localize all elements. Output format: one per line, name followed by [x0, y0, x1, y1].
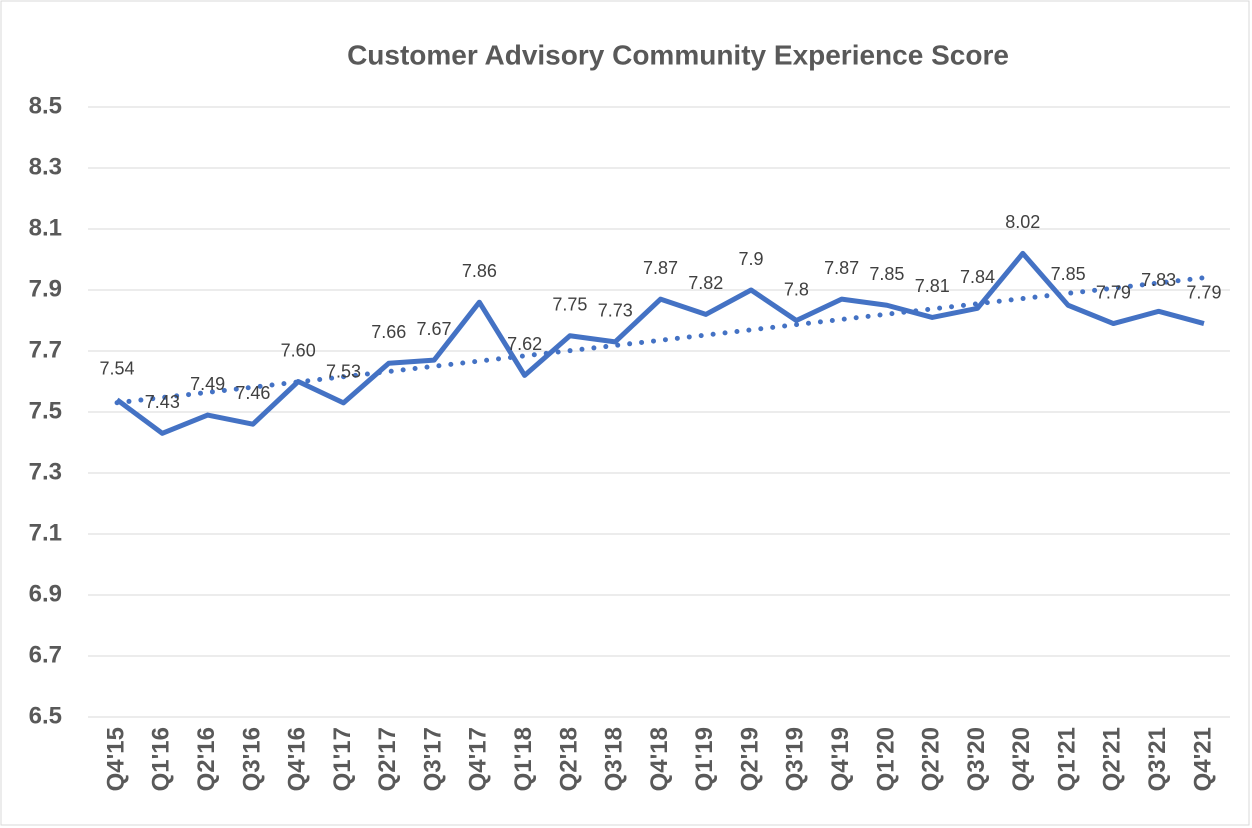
data-label: 7.54	[100, 359, 135, 379]
x-tick-label: Q1'19	[691, 727, 718, 791]
data-label: 7.73	[598, 301, 633, 321]
data-label: 7.66	[371, 322, 406, 342]
x-tick-label: Q3'17	[419, 727, 446, 791]
y-tick-label: 7.1	[29, 519, 62, 546]
data-label: 7.82	[688, 273, 723, 293]
x-tick-label: Q4'16	[284, 727, 311, 791]
x-tick-label: Q3'18	[601, 727, 628, 791]
y-tick-label: 8.5	[29, 92, 62, 119]
y-tick-label: 7.9	[29, 275, 62, 302]
x-tick-label: Q2'20	[918, 727, 945, 791]
x-tick-label: Q4'18	[646, 727, 673, 791]
data-label: 7.62	[507, 334, 542, 354]
data-label: 7.67	[417, 319, 452, 339]
y-tick-label: 7.5	[29, 397, 62, 424]
x-tick-label: Q3'16	[238, 727, 265, 791]
x-tick-label: Q1'21	[1053, 727, 1080, 791]
data-label: 7.86	[462, 261, 497, 281]
data-label: 7.79	[1096, 282, 1131, 302]
x-tick-label: Q1'17	[329, 727, 356, 791]
x-tick-label: Q2'18	[555, 727, 582, 791]
x-tick-label: Q2'21	[1099, 727, 1126, 791]
x-tick-label: Q1'18	[510, 727, 537, 791]
x-tick-label: Q2'19	[736, 727, 763, 791]
data-label: 7.49	[190, 374, 225, 394]
data-label: 7.87	[824, 258, 859, 278]
y-tick-label: 6.7	[29, 641, 62, 668]
y-tick-label: 6.9	[29, 580, 62, 607]
x-tick-label: Q4'19	[827, 727, 854, 791]
data-label: 7.43	[145, 392, 180, 412]
data-label: 7.9	[739, 249, 764, 269]
y-tick-label: 8.3	[29, 153, 62, 180]
chart-title: Customer Advisory Community Experience S…	[347, 39, 1009, 70]
x-tick-label: Q4'17	[465, 727, 492, 791]
data-line	[115, 250, 1205, 436]
y-tick-label: 7.7	[29, 336, 62, 363]
data-label: 7.46	[235, 383, 270, 403]
x-tick-label: Q4'20	[1008, 727, 1035, 791]
x-tick-label: Q1'20	[872, 727, 899, 791]
data-label: 7.83	[1141, 270, 1176, 290]
x-tick-label: Q4'21	[1189, 727, 1216, 791]
x-tick-label: Q4'15	[102, 727, 129, 791]
data-label: 7.8	[784, 279, 809, 299]
data-label: 7.81	[915, 276, 950, 296]
data-label: 7.75	[552, 295, 587, 315]
x-tick-label: Q3'19	[782, 727, 809, 791]
data-label: 7.85	[869, 264, 904, 284]
data-label: 7.87	[643, 258, 678, 278]
y-tick-label: 6.5	[29, 702, 62, 729]
data-label: 7.60	[281, 340, 316, 360]
y-tick-label: 8.1	[29, 214, 62, 241]
data-label: 7.84	[960, 267, 995, 287]
data-label: 7.85	[1051, 264, 1086, 284]
data-label: 8.02	[1005, 212, 1040, 232]
data-label: 7.53	[326, 362, 361, 382]
x-tick-label: Q3'20	[963, 727, 990, 791]
x-tick-label: Q3'21	[1144, 727, 1171, 791]
data-label: 7.79	[1186, 282, 1221, 302]
y-tick-label: 7.3	[29, 458, 62, 485]
x-tick-label: Q2'17	[374, 727, 401, 791]
x-tick-label: Q2'16	[193, 727, 220, 791]
x-tick-label: Q1'16	[148, 727, 175, 791]
